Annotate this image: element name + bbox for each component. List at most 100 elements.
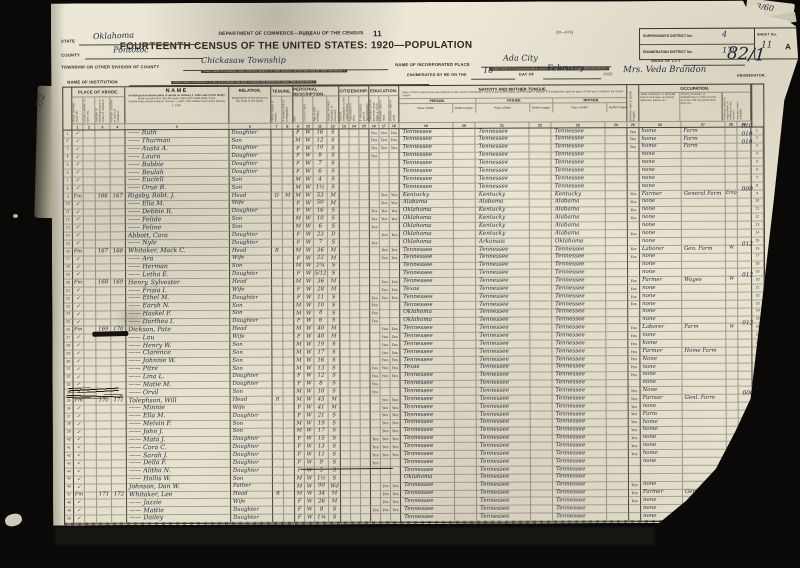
can-read: Yes	[381, 506, 391, 514]
attended-school: Yes	[371, 389, 381, 397]
owned-free-mortgaged	[284, 436, 295, 444]
line-number-right: 33	[753, 379, 765, 387]
naturalized	[349, 129, 359, 137]
street-check: ✓	[72, 146, 83, 154]
abode-group-title: PLACE OF ABODE.	[72, 87, 125, 97]
naturalization-year	[361, 436, 371, 444]
mother-tongue-person	[454, 239, 476, 247]
immigration-year	[340, 294, 350, 302]
home-owned-rented	[272, 279, 283, 287]
owned-free-mortgaged	[282, 145, 293, 153]
color-race: W	[303, 137, 313, 145]
employer-class	[726, 293, 738, 301]
can-read: Yes	[381, 428, 391, 436]
mother-tongue-father	[530, 270, 552, 278]
house-number	[84, 295, 96, 303]
farm-schedule	[739, 513, 753, 521]
house-number	[84, 240, 96, 248]
relation: Head	[231, 397, 273, 405]
naturalization-year	[361, 459, 371, 467]
industry	[682, 151, 726, 159]
cnum-label: 23	[551, 122, 605, 127]
naturalization-year	[360, 271, 370, 279]
street-check: ✓	[73, 186, 84, 194]
owned-free-mortgaged	[283, 169, 294, 177]
line-number-right: 40	[753, 434, 765, 442]
cnum-label: 18	[389, 123, 399, 128]
can-read: Yes	[379, 129, 389, 137]
birthplace-person: Oklahoma	[400, 239, 454, 247]
mother-tongue-father	[530, 207, 552, 215]
occupation: none	[640, 222, 682, 230]
owned-free-mortgaged	[283, 208, 294, 216]
immigration-year	[340, 310, 350, 318]
mother-tongue-father	[530, 317, 552, 325]
farm-schedule	[739, 458, 753, 466]
occupation: home	[639, 128, 681, 136]
industry	[682, 285, 726, 293]
immigration-year	[340, 349, 350, 357]
line-number: 40	[65, 437, 74, 445]
line-number: 39	[65, 429, 74, 437]
home-owned-rented	[272, 295, 283, 303]
street-check: ✓	[73, 303, 84, 311]
color-race: W	[305, 397, 315, 405]
home-owned-rented	[272, 310, 283, 318]
can-write	[390, 184, 400, 192]
street-check: ✓	[73, 225, 84, 233]
color-race: W	[304, 350, 314, 358]
attended-school	[370, 341, 380, 349]
mother-tongue-father	[529, 128, 551, 136]
speaks-english: Yes	[628, 356, 640, 364]
dwelling-number	[96, 178, 111, 186]
supervisor-district-row: SUPERVISOR'S DISTRICT No. 4	[640, 29, 754, 45]
line-number: 48	[65, 500, 74, 508]
street-check: ✓	[74, 461, 85, 469]
can-write	[390, 271, 400, 279]
mother-tongue-father	[530, 183, 552, 191]
industry: Genl. Farm	[683, 395, 727, 403]
home-owned-rented	[272, 240, 283, 248]
speaks-english: Yes	[629, 419, 641, 427]
line-number-right: 47	[753, 489, 765, 497]
owned-free-mortgaged	[284, 413, 295, 421]
vlab-label: House number or farm, etc.	[83, 97, 95, 123]
naturalization-year	[360, 239, 370, 247]
house-number	[84, 225, 96, 233]
line-number: 24	[64, 311, 73, 319]
attended-school	[371, 483, 381, 491]
family-number	[111, 256, 126, 264]
attended-school	[370, 192, 380, 200]
birthplace-father: Kentucky	[476, 231, 530, 239]
owned-free-mortgaged	[284, 381, 295, 389]
dwelling-number	[96, 366, 111, 374]
industry: Wages	[682, 277, 726, 285]
vlab-label: Color or race.	[303, 96, 313, 122]
farm-schedule	[739, 489, 753, 497]
mother-tongue-person	[454, 215, 476, 223]
sex: F	[294, 240, 304, 248]
naturalized	[351, 491, 361, 499]
home-owned-rented	[272, 216, 283, 224]
immigration-year	[340, 342, 350, 350]
home-owned-rented	[273, 475, 284, 483]
can-read	[380, 153, 390, 161]
house-number	[84, 311, 96, 319]
immigration-year	[341, 404, 351, 412]
street-check: ✓	[73, 264, 84, 272]
immigration-year	[340, 255, 350, 263]
naturalization-year	[360, 357, 370, 365]
relation: Son	[230, 177, 272, 185]
birthplace-father: Tennessee	[476, 286, 530, 294]
mother-tongue-mother	[606, 246, 628, 254]
industry	[682, 159, 726, 167]
mother-tongue-mother	[606, 325, 628, 333]
family-number	[111, 162, 126, 170]
home-owned-rented	[272, 208, 283, 216]
tenure-group-title: TENURE.	[271, 87, 293, 97]
sex: F	[294, 271, 304, 279]
sex: F	[294, 318, 304, 326]
cnum-label: 22	[529, 122, 551, 127]
employer-class	[727, 387, 739, 395]
naturalized	[351, 475, 361, 483]
